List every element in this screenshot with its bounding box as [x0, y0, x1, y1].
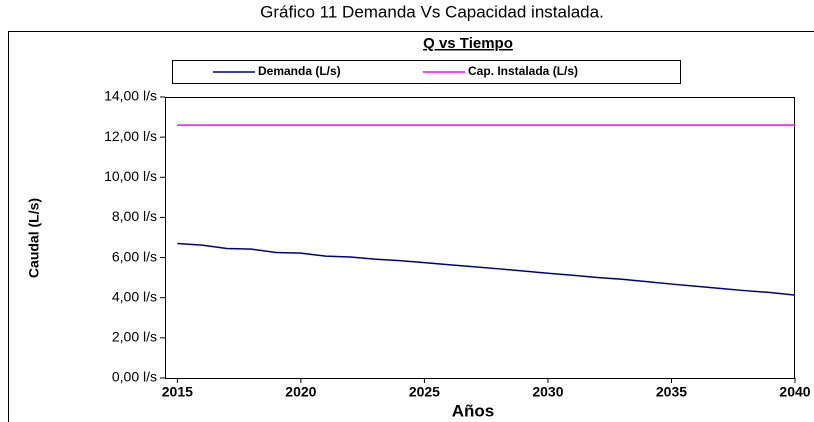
x-tick-label: 2040: [779, 384, 810, 400]
y-tick-label: 4,00 l/s: [112, 288, 157, 304]
x-axis-label: Años: [452, 401, 495, 420]
x-tick-label: 2035: [656, 384, 687, 400]
y-tick-label: 2,00 l/s: [112, 329, 157, 345]
chart-title: Q vs Tiempo: [423, 35, 513, 52]
y-tick-label: 0,00 l/s: [112, 369, 157, 385]
legend-label: Cap. Instalada (L/s): [468, 64, 578, 78]
plot-area: [165, 97, 795, 379]
series-line: [177, 242, 796, 296]
x-tick-label: 2020: [285, 384, 316, 400]
y-tick-label: 14,00 l/s: [104, 88, 157, 104]
legend-label: Demanda (L/s): [258, 64, 341, 78]
y-tick-label: 10,00 l/s: [104, 168, 157, 184]
y-tick-label: 12,00 l/s: [104, 128, 157, 144]
x-tick-label: 2025: [409, 384, 440, 400]
x-tick-label: 2030: [532, 384, 563, 400]
caption: Gráfico 11 Demanda Vs Capacidad instalad…: [260, 2, 604, 21]
y-axis-label: Caudal (L/s): [26, 198, 42, 278]
y-tick-label: 8,00 l/s: [112, 208, 157, 224]
y-tick-label: 6,00 l/s: [112, 248, 157, 264]
x-tick-label: 2015: [162, 384, 193, 400]
